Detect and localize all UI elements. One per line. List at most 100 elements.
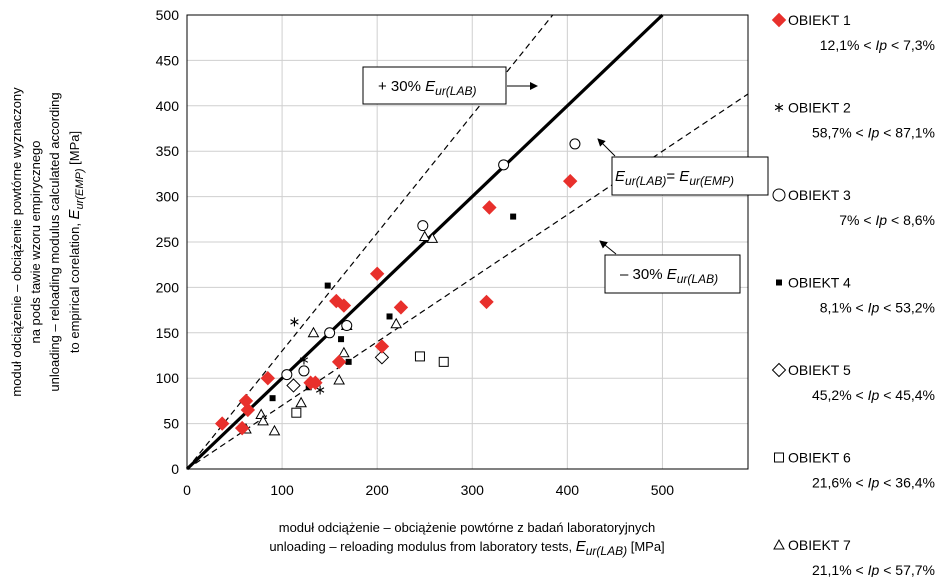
data-points [214, 138, 581, 436]
data-point-obiekt-3 [569, 138, 581, 150]
data-point-obiekt-4 [510, 213, 517, 220]
axes: 0 50 100 150 200 250 300 350 400 450 500 0 100 200 300… [156, 7, 749, 498]
data-point-obiekt-1 [240, 402, 256, 418]
data-point-obiekt-7 [257, 414, 269, 426]
data-point-obiekt-4 [324, 282, 331, 289]
y-tick-label: 350 [156, 143, 180, 159]
data-point-obiekt-3 [281, 369, 293, 381]
data-point-obiekt-7 [255, 408, 268, 420]
callout-text: + 30% Eur(LAB) [378, 78, 476, 98]
x-tick-label: 500 [651, 482, 675, 498]
legend-ip-range: 21,1% < Ip < 57,7% [812, 562, 935, 577]
legend-marker [774, 452, 784, 463]
data-point-obiekt-6 [438, 356, 449, 367]
data-point-obiekt-2 [299, 355, 309, 365]
data-point-obiekt-4 [338, 336, 345, 343]
data-point-obiekt-7 [307, 326, 320, 338]
y-tick-label: 50 [163, 416, 179, 432]
data-point-obiekt-1 [482, 200, 497, 215]
legend-series-name: OBIEKT 2 [788, 100, 851, 116]
callout-arrow [597, 138, 616, 157]
data-point-obiekt-7 [295, 396, 307, 408]
legend-entry-obiekt-4: OBIEKT 4 8,1% < Ip < 53,2% [776, 275, 935, 316]
y-tick-label: 500 [156, 7, 180, 23]
callout-box [604, 254, 741, 294]
y-tick-label: 200 [156, 279, 180, 295]
legend-entry-obiekt-5: OBIEKT 5 45,2% < Ip < 45,4% [771, 362, 935, 403]
data-point-obiekt-1 [260, 370, 276, 386]
data-point-obiekt-2 [290, 317, 299, 327]
callout-text: Eur(LAB)= Eur(EMP) [615, 168, 734, 188]
data-point-obiekt-4 [269, 395, 276, 402]
callout-minus-30: – 30% Eur(LAB) [599, 240, 741, 294]
data-point-obiekt-1 [214, 416, 230, 431]
y-tick-label: 450 [156, 52, 180, 68]
legend-marker [772, 188, 786, 202]
callout-equality: Eur(LAB)= Eur(EMP) [597, 138, 769, 196]
x-tick-label: 200 [365, 482, 389, 498]
legend-entry-obiekt-1: OBIEKT 1 12,1% < Ip < 7,3% [771, 12, 935, 53]
data-point-obiekt-7 [333, 373, 345, 385]
legend-marker [773, 538, 785, 550]
callout-box [611, 156, 769, 196]
x-tick-label: 0 [183, 482, 191, 498]
legend-series-name: OBIEKT 3 [788, 187, 851, 203]
data-point-obiekt-6 [291, 407, 302, 418]
y-tick-label: 150 [156, 325, 180, 341]
callout-plus-30: + 30% Eur(LAB) [362, 66, 538, 105]
data-point-obiekt-7 [338, 346, 350, 358]
callout-text: – 30% Eur(LAB) [620, 266, 718, 286]
legend-marker [771, 362, 787, 378]
x-axis-title-en: unloading – reloading modulus from labor… [269, 538, 664, 558]
data-point-obiekt-3 [341, 320, 353, 332]
data-point-obiekt-5 [286, 378, 301, 393]
equality-line [185, 13, 664, 471]
data-point-obiekt-4 [345, 358, 352, 365]
data-point-obiekt-1 [374, 339, 390, 354]
legend-ip-range: 45,2% < Ip < 45,4% [812, 387, 935, 403]
data-point-obiekt-1 [369, 266, 385, 281]
data-point-obiekt-1 [308, 375, 323, 390]
x-tick-label: 400 [556, 482, 580, 498]
y-tick-label: 0 [171, 461, 179, 477]
legend-series-name: OBIEKT 4 [788, 275, 851, 291]
legend-series-name: OBIEKT 1 [788, 12, 851, 28]
legend-ip-range: 21,6% < Ip < 36,4% [812, 475, 935, 491]
legend-marker [774, 103, 784, 112]
minus-30-line [186, 93, 749, 470]
data-point-obiekt-3 [498, 159, 510, 171]
y-axis-title: moduł odciążenie – obciążenie powtórne w… [9, 87, 86, 397]
data-point-obiekt-2 [315, 385, 325, 395]
legend-entry-obiekt-2: OBIEKT 2 58,7% < Ip < 87,1% [774, 100, 935, 141]
y-tick-label: 250 [156, 234, 180, 250]
legend-ip-range: 7% < Ip < 8,6% [839, 212, 935, 228]
data-point-obiekt-3 [298, 365, 310, 377]
legend-series-name: OBIEKT 5 [788, 362, 851, 378]
y-tick-label: 400 [156, 98, 180, 114]
data-point-obiekt-7 [268, 424, 281, 436]
legend-ip-range: 58,7% < Ip < 87,1% [812, 125, 935, 141]
y-tick-label: 100 [156, 370, 180, 386]
legend-marker [771, 12, 787, 28]
data-point-obiekt-1 [479, 294, 494, 310]
y-axis-title-line: na pods tawie wzoru empirycznego [28, 140, 43, 343]
legend-entry-obiekt-3: OBIEKT 3 7% < Ip < 8,6% [772, 187, 935, 228]
legend: OBIEKT 1 12,1% < Ip < 7,3% OBIEKT 2 58,7% <… [771, 12, 935, 577]
plot-area-border [186, 14, 749, 470]
data-point-obiekt-6 [414, 351, 425, 362]
x-tick-label: 100 [270, 482, 294, 498]
data-point-obiekt-3 [417, 220, 429, 232]
legend-series-name: OBIEKT 7 [788, 537, 851, 553]
data-point-obiekt-1 [336, 298, 352, 313]
y-tick-label: 300 [156, 189, 180, 205]
data-point-obiekt-5 [374, 350, 390, 365]
data-point-obiekt-1 [393, 300, 409, 315]
callout-box [362, 66, 507, 105]
callout-arrow [599, 240, 617, 255]
legend-ip-range: 8,1% < Ip < 53,2% [820, 300, 935, 316]
legend-marker [776, 279, 782, 286]
data-point-obiekt-7 [390, 317, 403, 329]
data-point-obiekt-1 [331, 354, 347, 370]
y-axis-title-line: to empirical corelation, Eur(EMP) [MPa] [66, 131, 86, 353]
